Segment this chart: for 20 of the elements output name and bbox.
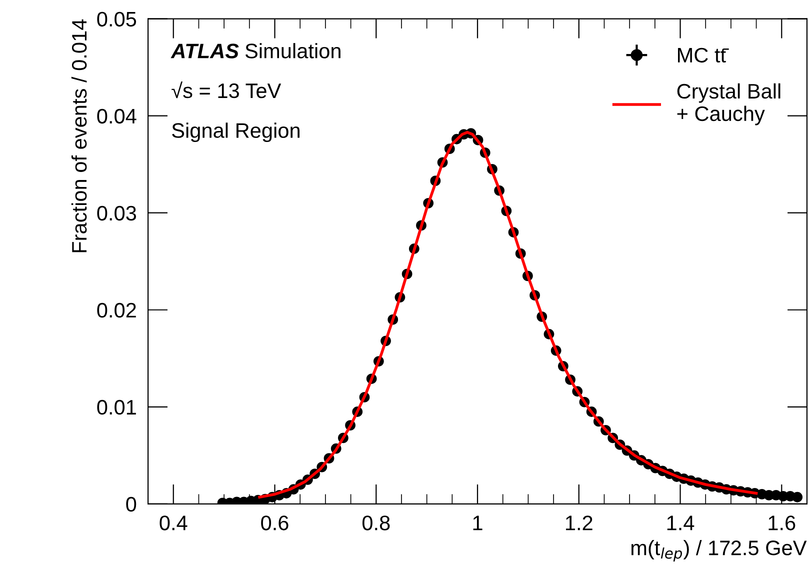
annotation: Signal Region — [172, 122, 300, 142]
y-tick-label: 0 — [126, 496, 136, 512]
y-tick-label: 0.03 — [97, 206, 136, 221]
x-tick-label: 1.4 — [667, 516, 694, 530]
x-tick-label: 0.6 — [261, 516, 288, 530]
y-tick-label: 0.01 — [97, 400, 136, 415]
y-tick-label: 0.04 — [97, 108, 136, 124]
y-tick-label: 0.05 — [97, 12, 136, 27]
annotation: √s = 13 TeV — [172, 81, 282, 98]
annotation: ATLAS Simulation — [170, 43, 340, 58]
x-tick-label: 0.8 — [362, 516, 390, 530]
x-tick-label: 1 — [473, 516, 482, 530]
x-tick-label: 1.2 — [566, 516, 592, 530]
x-tick-label: 0.4 — [160, 516, 188, 530]
x-axis-title: m(t$_{lep}$) / 172.5 GeV — [631, 540, 807, 562]
x-tick-label: 1.6 — [768, 516, 796, 530]
y-tick-label: 0.02 — [97, 302, 136, 318]
y-axis-title: Fraction of events / 0.014 — [71, 19, 87, 252]
legend-label: Crystal Ball + Cauchy — [677, 83, 780, 126]
legend-label: MC tt̄ — [678, 48, 729, 63]
